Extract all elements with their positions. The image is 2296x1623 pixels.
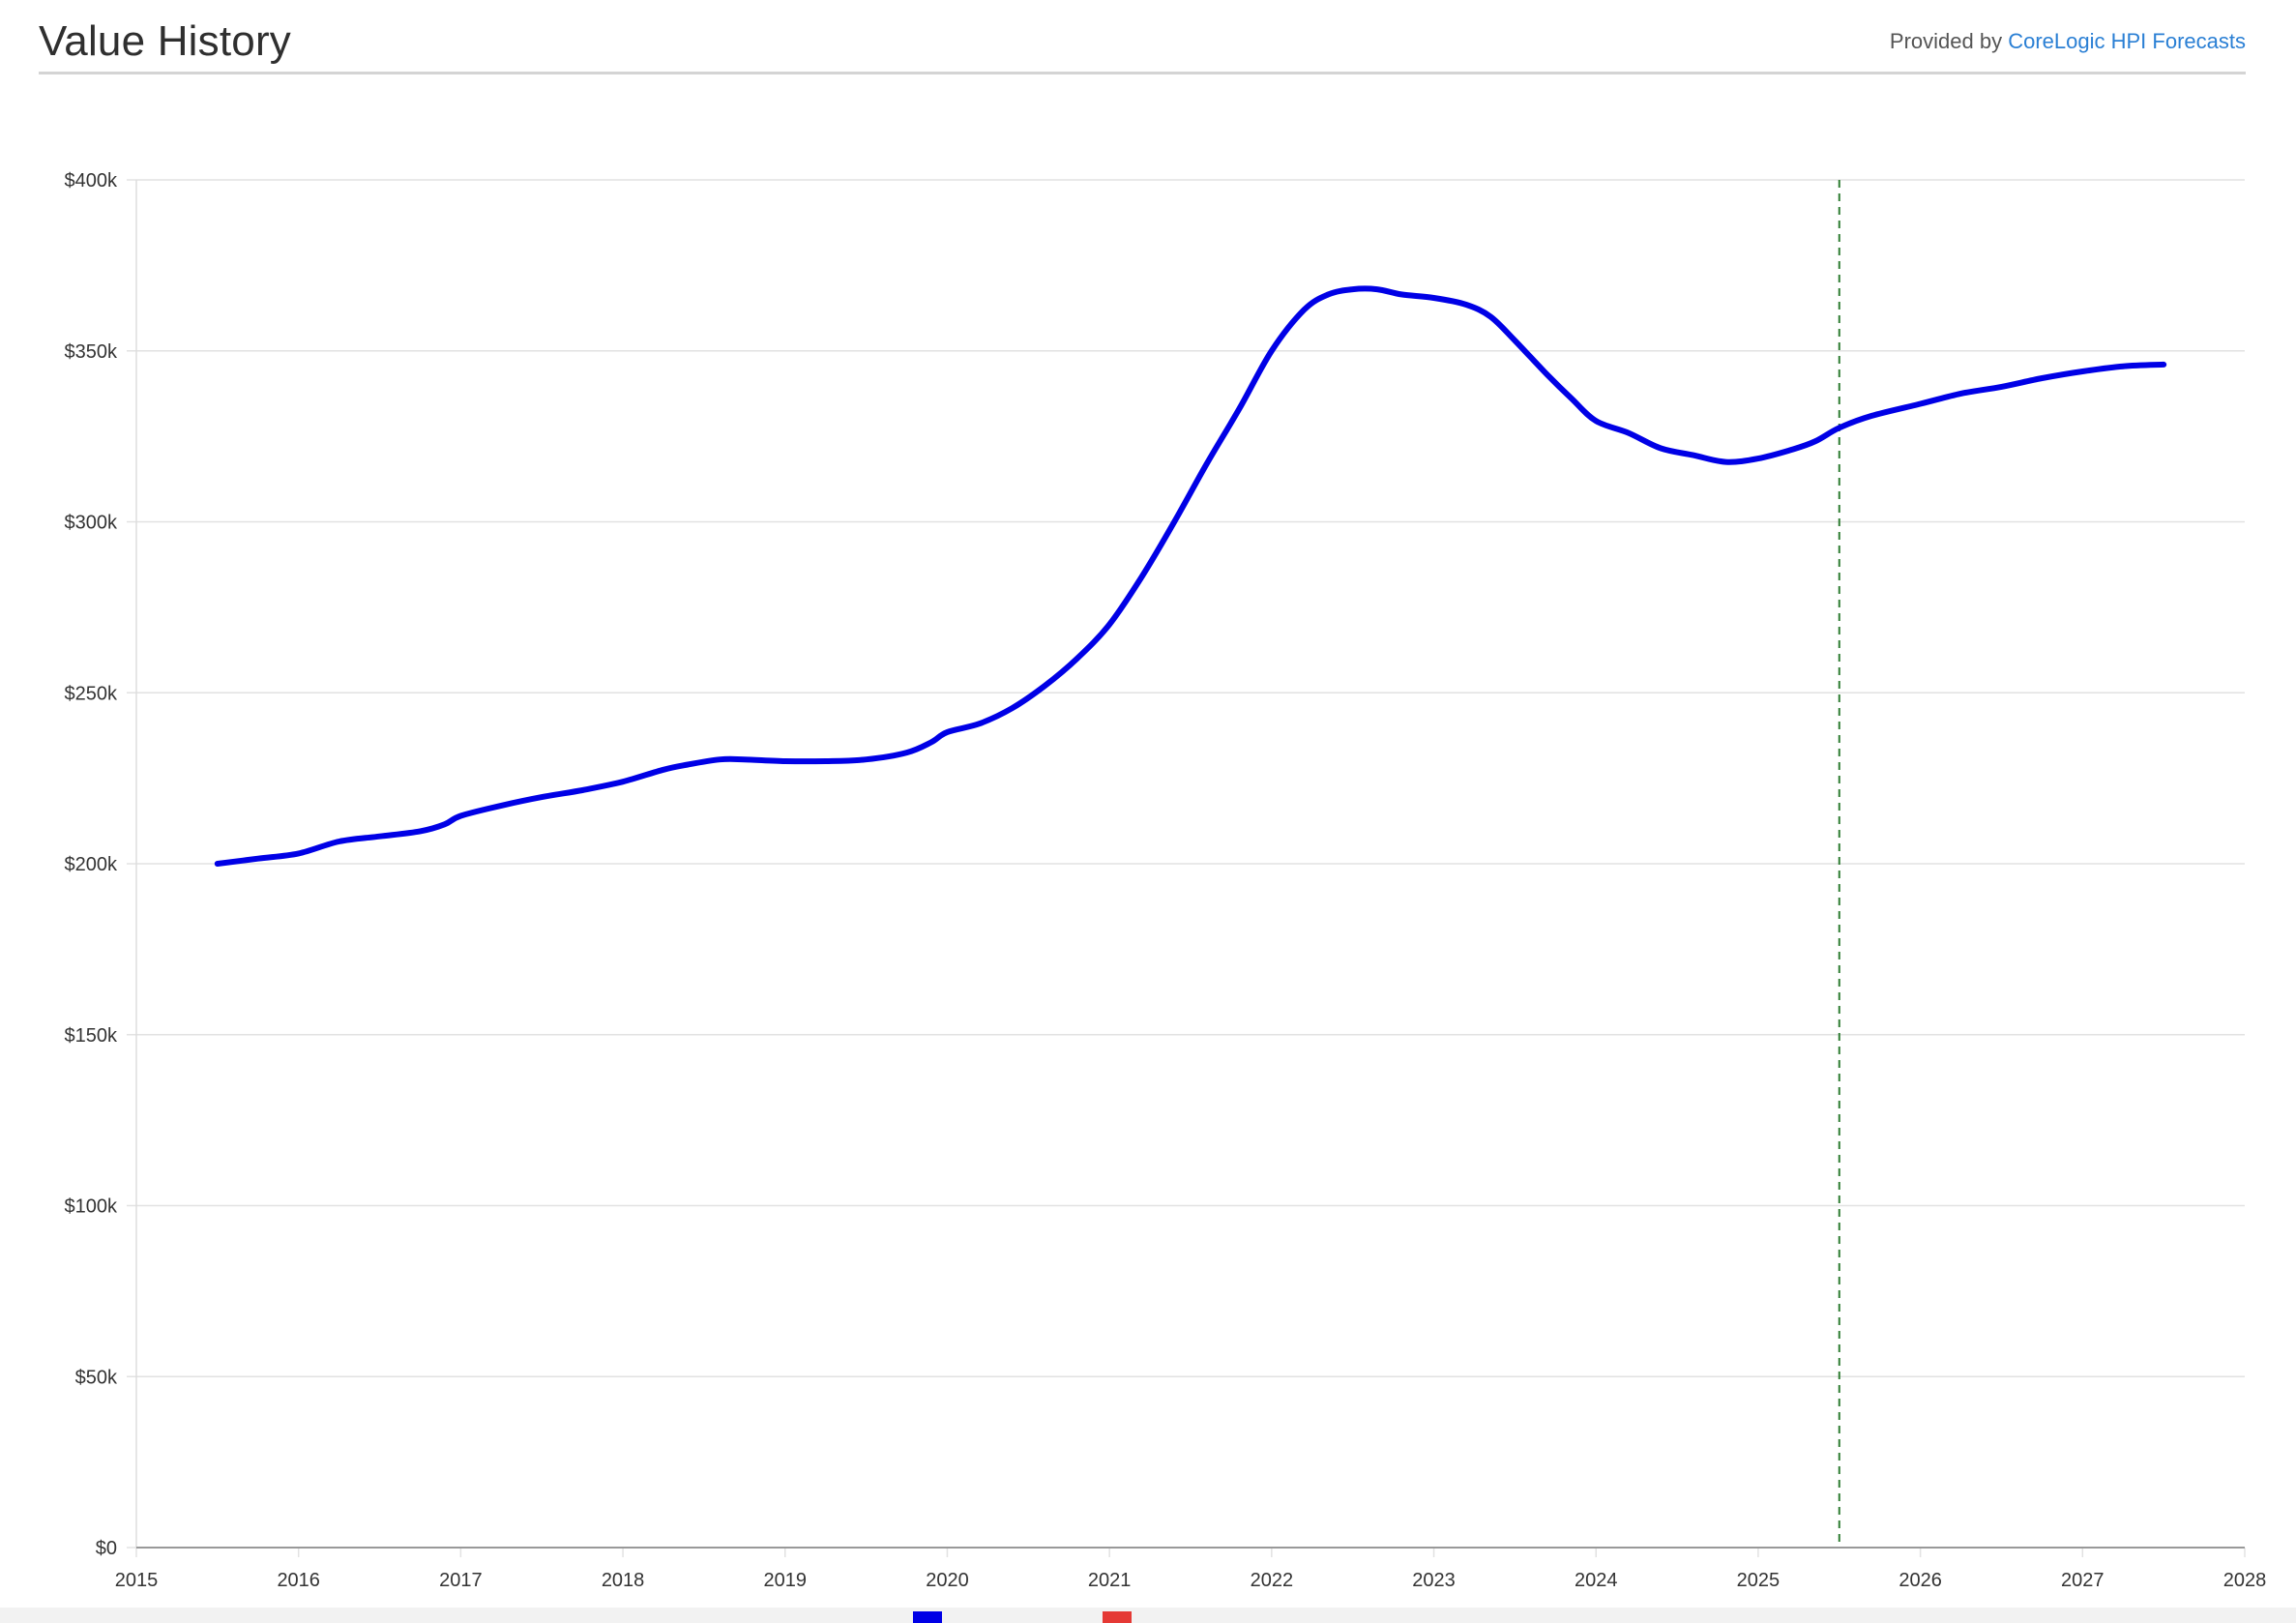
- provided-by-label: Provided by: [1889, 29, 2003, 53]
- y-tick-label: $350k: [65, 341, 118, 363]
- legend-item-forecast[interactable]: [1103, 1611, 1132, 1623]
- legend-swatch-red: [1103, 1611, 1132, 1623]
- y-tick-label: $300k: [65, 513, 118, 534]
- x-tick-label: 2017: [439, 1570, 483, 1591]
- x-tick-label: 2015: [115, 1570, 159, 1591]
- x-tick-label: 2016: [277, 1570, 320, 1591]
- y-tick-label: $100k: [65, 1196, 118, 1218]
- chart-header: Value History Provided by CoreLogic HPI …: [39, 14, 2246, 74]
- provider-attribution: Provided by CoreLogic HPI Forecasts: [1890, 29, 2246, 54]
- x-tick-label: 2019: [764, 1570, 808, 1591]
- corelogic-link[interactable]: CoreLogic HPI Forecasts: [2008, 29, 2246, 53]
- y-tick-label: $200k: [65, 854, 118, 875]
- legend-bar: [0, 1608, 2296, 1623]
- y-tick-label: $400k: [65, 170, 118, 192]
- x-tick-label: 2018: [602, 1570, 645, 1591]
- series-line-value: [214, 285, 2167, 867]
- x-tick-label: 2025: [1737, 1570, 1781, 1591]
- y-tick-label: $50k: [75, 1367, 118, 1388]
- page-title: Value History: [39, 17, 291, 65]
- y-tick-label: $250k: [65, 683, 118, 704]
- x-tick-label: 2020: [926, 1570, 969, 1591]
- legend-item-estimated-value[interactable]: [913, 1611, 942, 1623]
- x-tick-label: 2021: [1088, 1570, 1132, 1591]
- chart-legend: [0, 1611, 2296, 1623]
- x-tick-label: 2023: [1412, 1570, 1456, 1591]
- y-tick-label: $0: [96, 1538, 117, 1559]
- y-tick-label: $150k: [65, 1025, 118, 1047]
- x-tick-label: 2027: [2061, 1570, 2105, 1591]
- x-tick-label: 2026: [1899, 1570, 1942, 1591]
- legend-swatch-blue: [913, 1611, 942, 1623]
- x-tick-label: 2022: [1251, 1570, 1294, 1591]
- x-tick-label: 2028: [2223, 1570, 2267, 1591]
- x-tick-label: 2024: [1575, 1570, 1618, 1591]
